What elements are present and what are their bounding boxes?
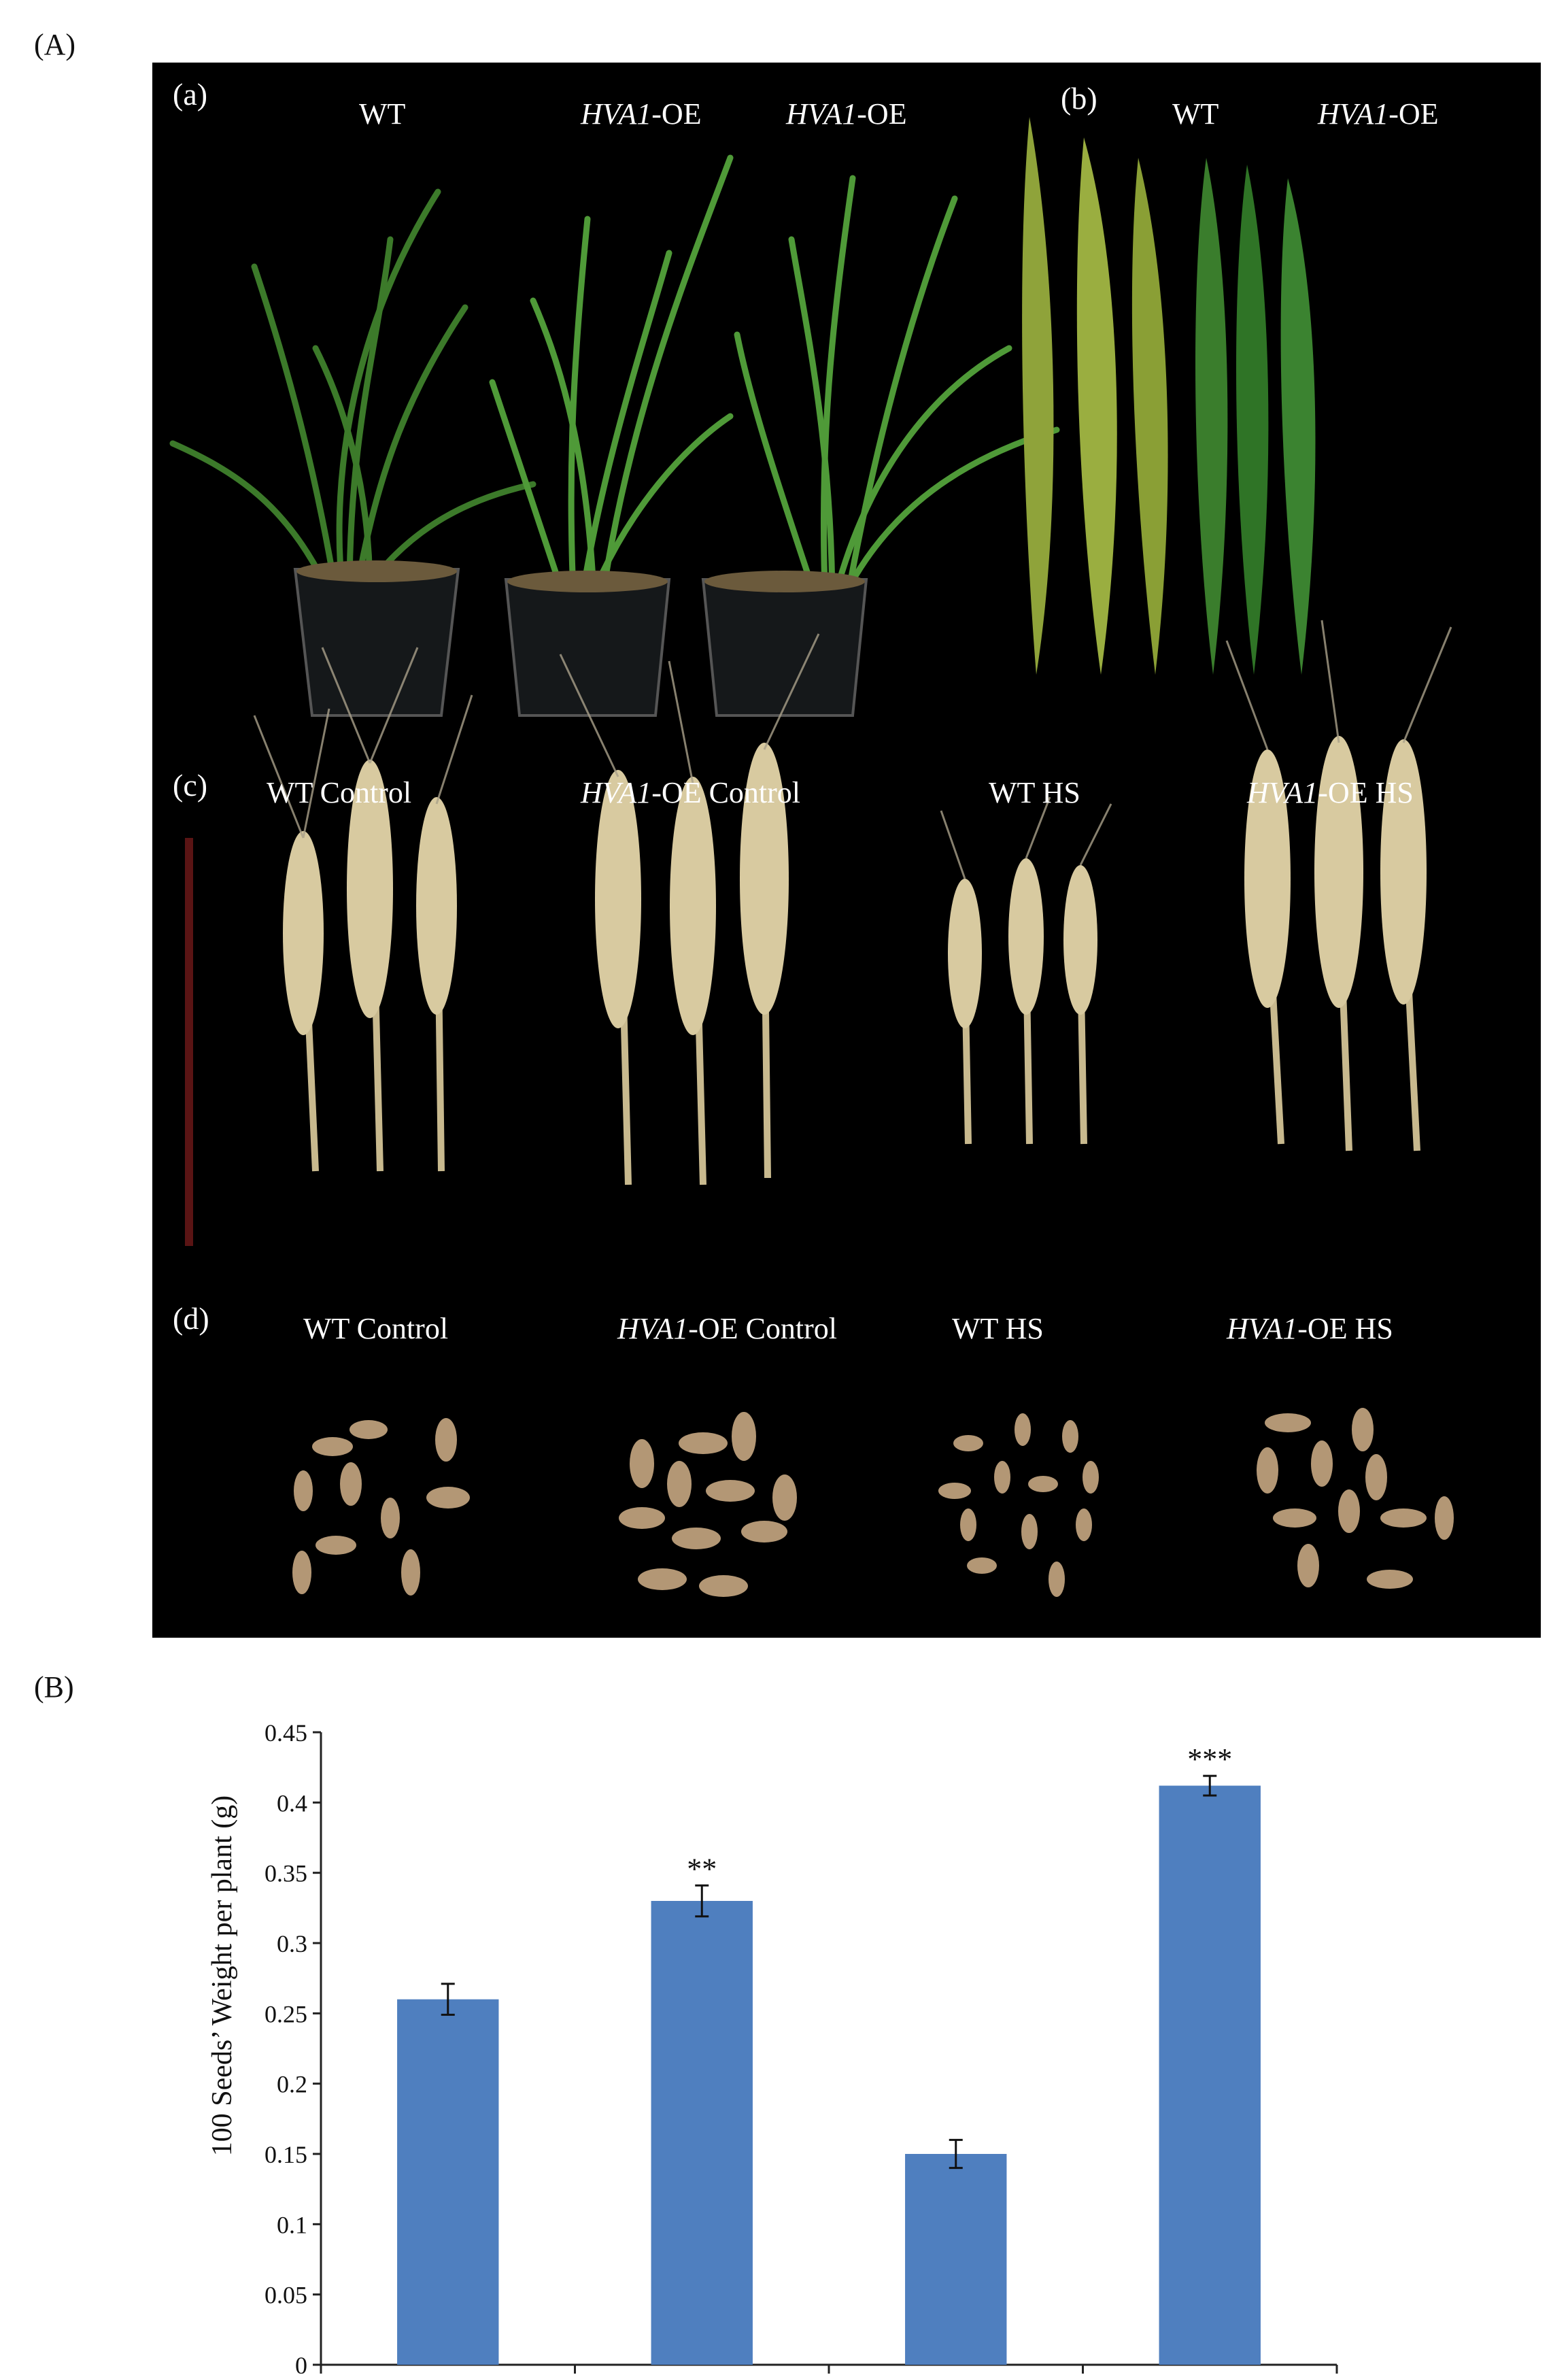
label-c-oe-control: HVA1-OE Control [581,776,801,809]
label-c-oe-hs: HVA1-OE HS [1247,776,1414,809]
y-tick-label: 0.4 [277,1789,307,1817]
label-a-wt: WT [359,97,406,131]
bar [397,1999,499,2365]
seed-weight-bar-chart: 100 Seeds’ Weight per plant (g) 0 0.05 0.1… [207,1719,1338,2374]
seeds-photo [292,1408,1454,1597]
subpanel-a: (a) [173,77,208,112]
significance-marker: *** [1187,1742,1232,1776]
bar [1159,1785,1261,2365]
panel-label-b: (B) [34,1670,74,1704]
y-tick-label: 0.1 [277,2211,307,2238]
label-b-oe: HVA1-OE [1318,97,1439,131]
y-tick-label: 0.2 [277,2071,307,2098]
label-b-wt: WT [1172,97,1219,131]
y-tick-label: 0.15 [265,2141,307,2168]
y-tick-label: 0.35 [265,1860,307,1887]
panel-label-a: (A) [34,28,76,61]
y-tick-label: 0.45 [265,1719,307,1747]
label-d-wt-control: WT Control [303,1312,449,1345]
bars: ***** [397,1742,1261,2365]
label-c-wt-hs: WT HS [989,776,1080,809]
y-tick-label: 0 [295,2352,307,2374]
subpanel-b: (b) [1061,81,1097,116]
y-tick-label: 0.3 [277,1930,307,1957]
label-d-wt-hs: WT HS [952,1312,1044,1345]
y-axis-label: 100 Seeds’ Weight per plant (g) [207,1796,238,2156]
bar [651,1901,753,2365]
label-a-oe-1: HVA1-OE [581,97,702,131]
label-d-oe-control: HVA1-OE Control [617,1312,838,1345]
subpanel-c: (c) [173,768,208,803]
label-c-wt-control: WT Control [267,776,412,809]
leaves-photo [1022,117,1316,675]
y-tick-label: 0.05 [265,2282,307,2309]
y-tick-label: 0.25 [265,2000,307,2027]
photo-composite: (a) (b) (c) (d) WT HVA1-OE HVA1-OE WT HV… [152,63,1541,1638]
label-d-oe-hs: HVA1-OE HS [1227,1312,1393,1345]
wheat-spikes-photo [185,620,1452,1246]
significance-marker: ** [687,1852,717,1885]
bar [905,2154,1007,2365]
label-a-oe-2: HVA1-OE [786,97,907,131]
potted-plants-photo [169,154,1060,717]
subpanel-d: (d) [173,1301,209,1336]
photo-artwork [169,117,1454,1597]
